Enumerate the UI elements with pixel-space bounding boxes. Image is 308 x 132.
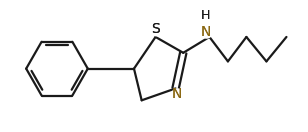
Text: N: N (172, 87, 182, 101)
Text: N: N (201, 25, 211, 39)
Text: H: H (201, 9, 210, 22)
Text: S: S (151, 22, 160, 36)
Text: H: H (201, 9, 210, 22)
Text: N: N (201, 25, 211, 39)
Text: N: N (172, 87, 182, 101)
Text: S: S (151, 22, 160, 36)
